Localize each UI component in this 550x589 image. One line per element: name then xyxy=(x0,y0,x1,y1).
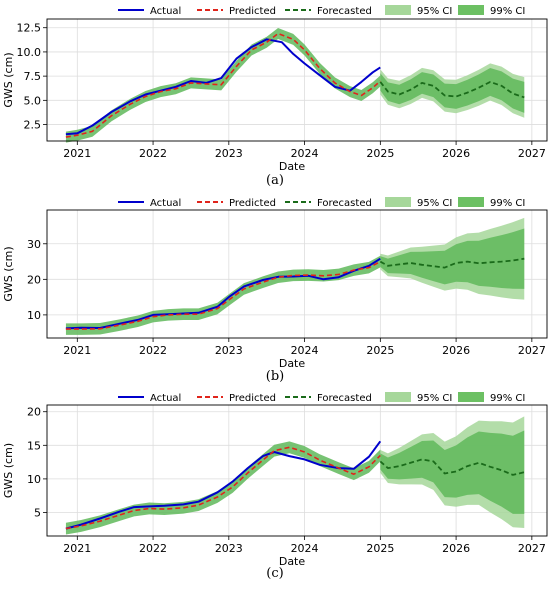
legend: Actual Predicted Forecasted 95% CI 99% CI xyxy=(118,5,525,17)
legend-label: Actual xyxy=(150,6,181,17)
forecasted-series-line xyxy=(379,458,525,476)
actual-series-line xyxy=(65,257,381,330)
x-tick-label: 2026 xyxy=(442,344,470,357)
axes-frame xyxy=(46,209,548,339)
x-tick-label: 2024 xyxy=(291,147,319,160)
legend-label: Actual xyxy=(150,393,181,404)
panel-b: 2021 2022 2023 2024 2025 2026 2027 10 20 30 Date GW… xyxy=(2,197,548,384)
y-tick-label: 12.5 xyxy=(17,22,42,35)
legend-label: 95% CI xyxy=(417,198,452,209)
x-tick-label: 2021 xyxy=(63,542,91,555)
x-tick-label: 2027 xyxy=(518,542,546,555)
legend: Actual Predicted Forecasted 95% CI 99% CI xyxy=(118,197,525,209)
legend-label: Predicted xyxy=(229,198,276,209)
y-tick-label: 10 xyxy=(27,473,41,486)
ci95-band xyxy=(380,68,525,113)
x-tick-label: 2024 xyxy=(291,344,319,357)
legend-label: 95% CI xyxy=(417,6,452,17)
legend-label: 99% CI xyxy=(490,393,525,404)
x-tick-label: 2023 xyxy=(215,344,243,357)
y-tick-label: 10 xyxy=(27,309,41,322)
historical-ci-band xyxy=(65,28,381,143)
x-tick-label: 2024 xyxy=(291,542,319,555)
x-tick-label: 2022 xyxy=(139,344,167,357)
forecasted-series-line xyxy=(379,81,525,99)
x-tick-label: 2021 xyxy=(63,147,91,160)
legend-swatch-ci xyxy=(385,5,411,15)
legend-label: Predicted xyxy=(229,6,276,17)
historical-ci-band xyxy=(65,255,381,335)
y-tick-label: 30 xyxy=(27,238,41,251)
actual-series-line xyxy=(65,440,382,530)
axes-frame xyxy=(46,404,548,537)
x-tick-label: 2021 xyxy=(63,344,91,357)
x-tick-label: 2025 xyxy=(366,542,394,555)
panel-label: (c) xyxy=(266,566,283,581)
legend-label: Predicted xyxy=(229,393,276,404)
x-tick-label: 2025 xyxy=(366,147,394,160)
actual-series-line xyxy=(65,38,381,136)
legend: Actual Predicted Forecasted 95% CI 99% CI xyxy=(118,392,525,404)
panel-c: 2021 2022 2023 2024 2025 2026 2027 5 10 15 20 Date G… xyxy=(2,392,548,581)
ci95-band xyxy=(380,228,525,289)
legend-swatch-ci xyxy=(458,197,484,207)
y-tick-label: 5 xyxy=(34,506,41,519)
predicted-series-line xyxy=(65,260,381,330)
x-tick-label: 2027 xyxy=(518,344,546,357)
x-tick-label: 2026 xyxy=(442,147,470,160)
y-axis-label: GWS (cm) xyxy=(2,52,15,107)
y-axis-label: GWS (cm) xyxy=(2,443,15,498)
x-tick-label: 2022 xyxy=(139,147,167,160)
x-tick-label: 2023 xyxy=(215,542,243,555)
panel-label: (b) xyxy=(266,369,284,384)
legend-swatch-ci xyxy=(458,392,484,402)
x-tick-label: 2027 xyxy=(518,147,546,160)
x-axis-label: Date xyxy=(279,160,306,173)
y-axis-label: GWS (cm) xyxy=(2,246,15,301)
x-tick-label: 2026 xyxy=(442,542,470,555)
panel-a: 2021 2022 2023 2024 2025 2026 2027 2.5 5.0 7.5 10.… xyxy=(2,5,548,188)
legend-swatch-ci xyxy=(458,5,484,15)
legend-swatch-ci xyxy=(385,392,411,402)
predicted-series-line xyxy=(65,446,381,530)
y-tick-label: 10.0 xyxy=(17,46,42,59)
y-tick-label: 7.5 xyxy=(24,70,42,83)
y-tick-label: 2.5 xyxy=(24,119,42,132)
legend-label: 95% CI xyxy=(417,393,452,404)
forecasted-series-line xyxy=(379,257,525,269)
predicted-series-line xyxy=(65,32,381,138)
panel-label: (a) xyxy=(266,173,284,188)
y-tick-label: 5.0 xyxy=(24,94,42,107)
x-tick-label: 2023 xyxy=(215,147,243,160)
legend-label: Actual xyxy=(150,198,181,209)
legend-label: 99% CI xyxy=(490,6,525,17)
x-tick-label: 2022 xyxy=(139,542,167,555)
axes-frame xyxy=(46,18,548,142)
y-tick-label: 20 xyxy=(27,273,41,286)
x-axis-label: Date xyxy=(279,555,306,568)
legend-label: Forecasted xyxy=(317,198,372,209)
x-tick-label: 2025 xyxy=(366,344,394,357)
legend-label: Forecasted xyxy=(317,6,372,17)
x-axis-label: Date xyxy=(279,357,306,370)
y-tick-label: 15 xyxy=(27,439,41,452)
y-tick-label: 20 xyxy=(27,406,41,419)
legend-swatch-ci xyxy=(385,197,411,207)
legend-label: Forecasted xyxy=(317,393,372,404)
legend-label: 99% CI xyxy=(490,198,525,209)
